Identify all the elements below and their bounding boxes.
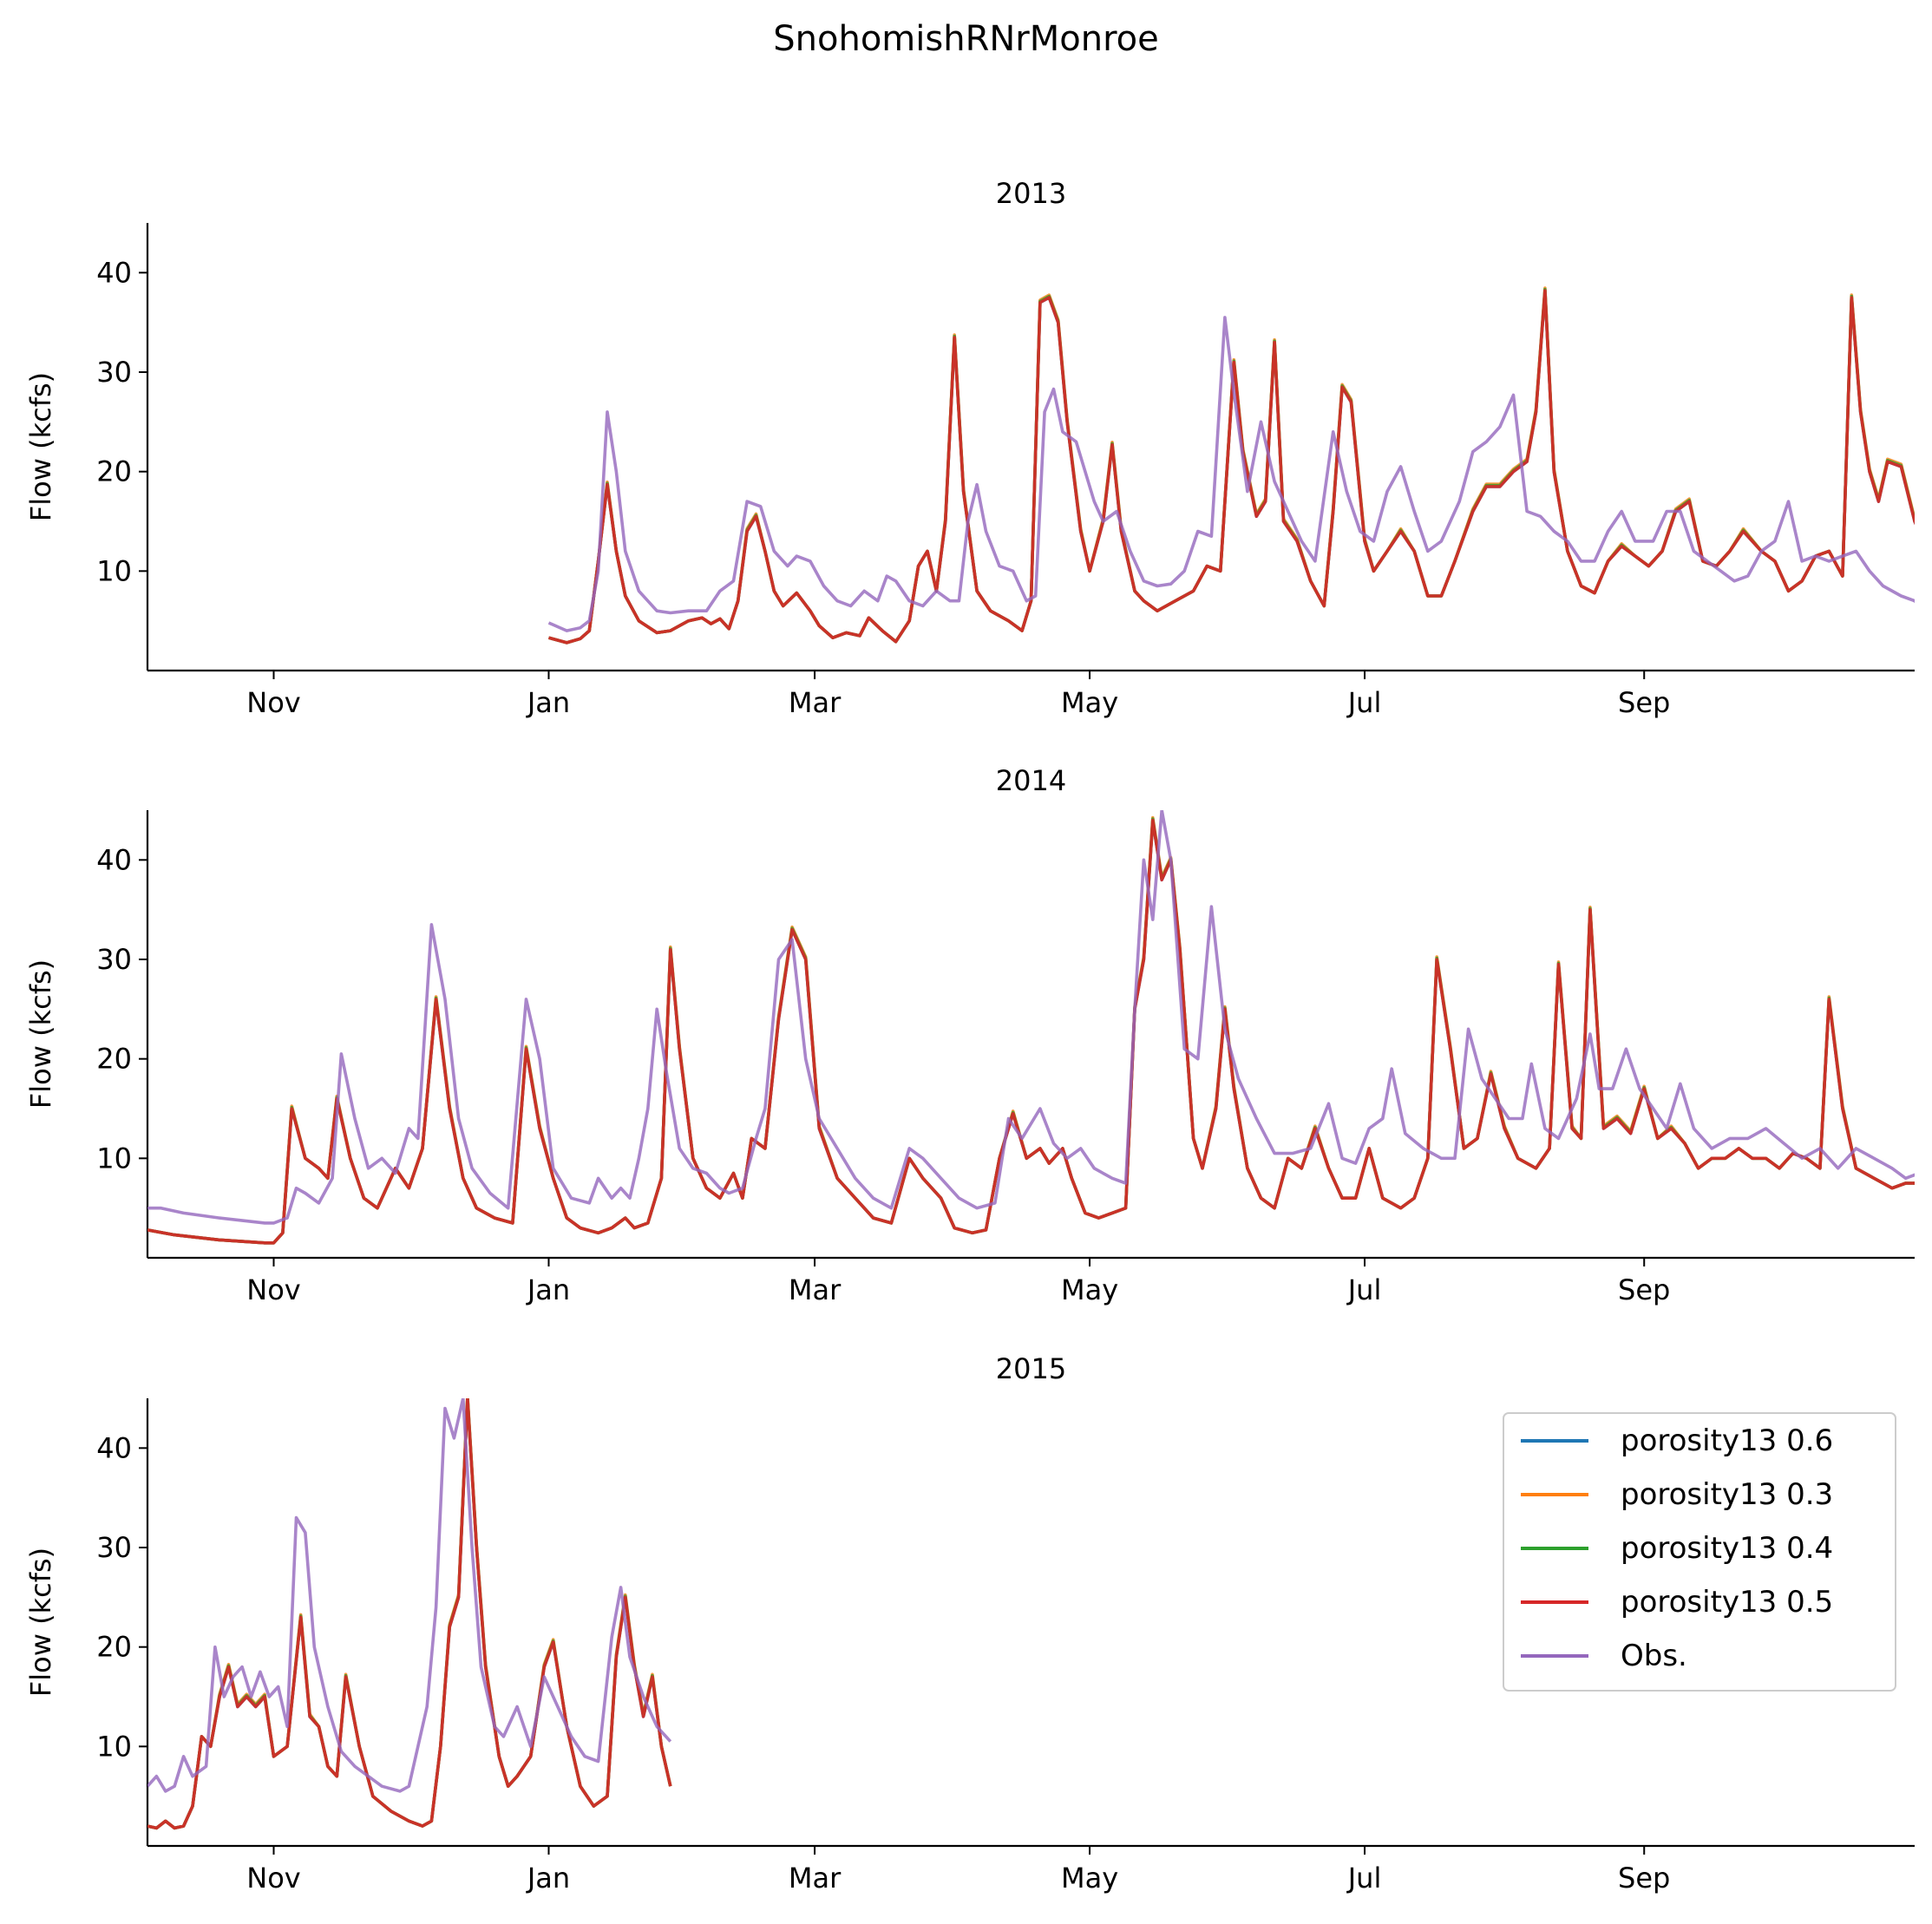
- y-tick-label: 30: [96, 1531, 132, 1564]
- y-tick-label: 40: [96, 256, 132, 289]
- series-line-porosity13-0-4: [147, 817, 1915, 1245]
- series-line-porosity13-0-5: [548, 289, 1915, 645]
- x-tick-label: Jul: [1346, 1273, 1382, 1306]
- series-line-porosity13-0-6: [147, 1398, 672, 1830]
- y-tick-label: 20: [96, 1043, 132, 1076]
- y-tick-label: 20: [96, 1631, 132, 1664]
- y-tick-label: 10: [96, 1730, 132, 1763]
- x-tick-label: Nov: [246, 686, 300, 719]
- panel-title: 2014: [996, 764, 1066, 797]
- y-tick-label: 10: [96, 554, 132, 587]
- x-tick-label: May: [1061, 1273, 1118, 1306]
- panel-title: 2013: [996, 177, 1066, 210]
- legend-label: porosity13 0.3: [1621, 1477, 1833, 1512]
- y-tick-label: 30: [96, 943, 132, 976]
- y-tick-label: 30: [96, 356, 132, 389]
- x-tick-label: Mar: [789, 686, 842, 719]
- panel-2014: 2014 10 20 30 40 Flow (kcfs) Nov Jan Mar May Jul Se…: [24, 764, 1915, 1306]
- y-tick-label: 20: [96, 455, 132, 488]
- x-tick-label: Sep: [1618, 1273, 1670, 1306]
- legend-label: Obs.: [1621, 1639, 1687, 1673]
- y-axis-label: Flow (kcfs): [24, 959, 57, 1109]
- series-line-porosity13-0-5: [147, 818, 1915, 1245]
- x-tick-label: Nov: [246, 1862, 300, 1895]
- legend-label: porosity13 0.5: [1621, 1585, 1833, 1620]
- series-line-obs: [147, 1398, 672, 1793]
- series-line-porosity13-0-3: [147, 1398, 672, 1830]
- x-tick-label: Sep: [1618, 1862, 1670, 1895]
- legend-label: porosity13 0.6: [1621, 1423, 1833, 1458]
- series-line-porosity13-0-6: [147, 818, 1915, 1245]
- series-line-obs: [547, 316, 1915, 632]
- series-line-porosity13-0-4: [548, 287, 1915, 645]
- y-tick-label: 40: [96, 1431, 132, 1464]
- y-axis-label: Flow (kcfs): [24, 1548, 57, 1697]
- x-tick-label: Nov: [246, 1273, 300, 1306]
- x-tick-label: Jan: [526, 686, 570, 719]
- x-tick-label: May: [1061, 1862, 1118, 1895]
- panel-2013: 2013 10 20 30 40 Flow (kcfs) Nov Jan Mar May Jul Se…: [24, 177, 1915, 719]
- x-tick-label: Jan: [526, 1862, 570, 1895]
- y-axis-label: Flow (kcfs): [24, 372, 57, 521]
- series-line-porosity13-0-4: [147, 1398, 672, 1830]
- y-tick-label: 10: [96, 1142, 132, 1175]
- x-tick-label: Mar: [789, 1273, 842, 1306]
- series-line-porosity13-0-3: [548, 286, 1915, 645]
- legend-box: [1503, 1412, 1896, 1692]
- legend-label: porosity13 0.4: [1621, 1531, 1833, 1566]
- legend: porosity13 0.6 porosity13 0.3 porosity13 0…: [1503, 1412, 1896, 1692]
- series-line-porosity13-0-5: [147, 1398, 672, 1830]
- x-tick-label: Jan: [526, 1273, 570, 1306]
- series-line-porosity13-0-3: [147, 815, 1915, 1245]
- series-line-obs: [147, 810, 1915, 1225]
- x-tick-label: Jul: [1346, 686, 1382, 719]
- panel-title: 2015: [996, 1352, 1066, 1385]
- panel-2015: 2015 10 20 30 40 Flow (kcfs) Nov Jan Mar May Jul Se…: [24, 1352, 1915, 1895]
- x-tick-label: Jul: [1346, 1862, 1382, 1895]
- y-tick-label: 40: [96, 843, 132, 876]
- x-tick-label: Sep: [1618, 686, 1670, 719]
- figure-title: SnohomishRNrMonroe: [773, 19, 1159, 59]
- series-line-porosity13-0-6: [548, 289, 1915, 645]
- x-tick-label: May: [1061, 686, 1118, 719]
- x-tick-label: Mar: [789, 1862, 842, 1895]
